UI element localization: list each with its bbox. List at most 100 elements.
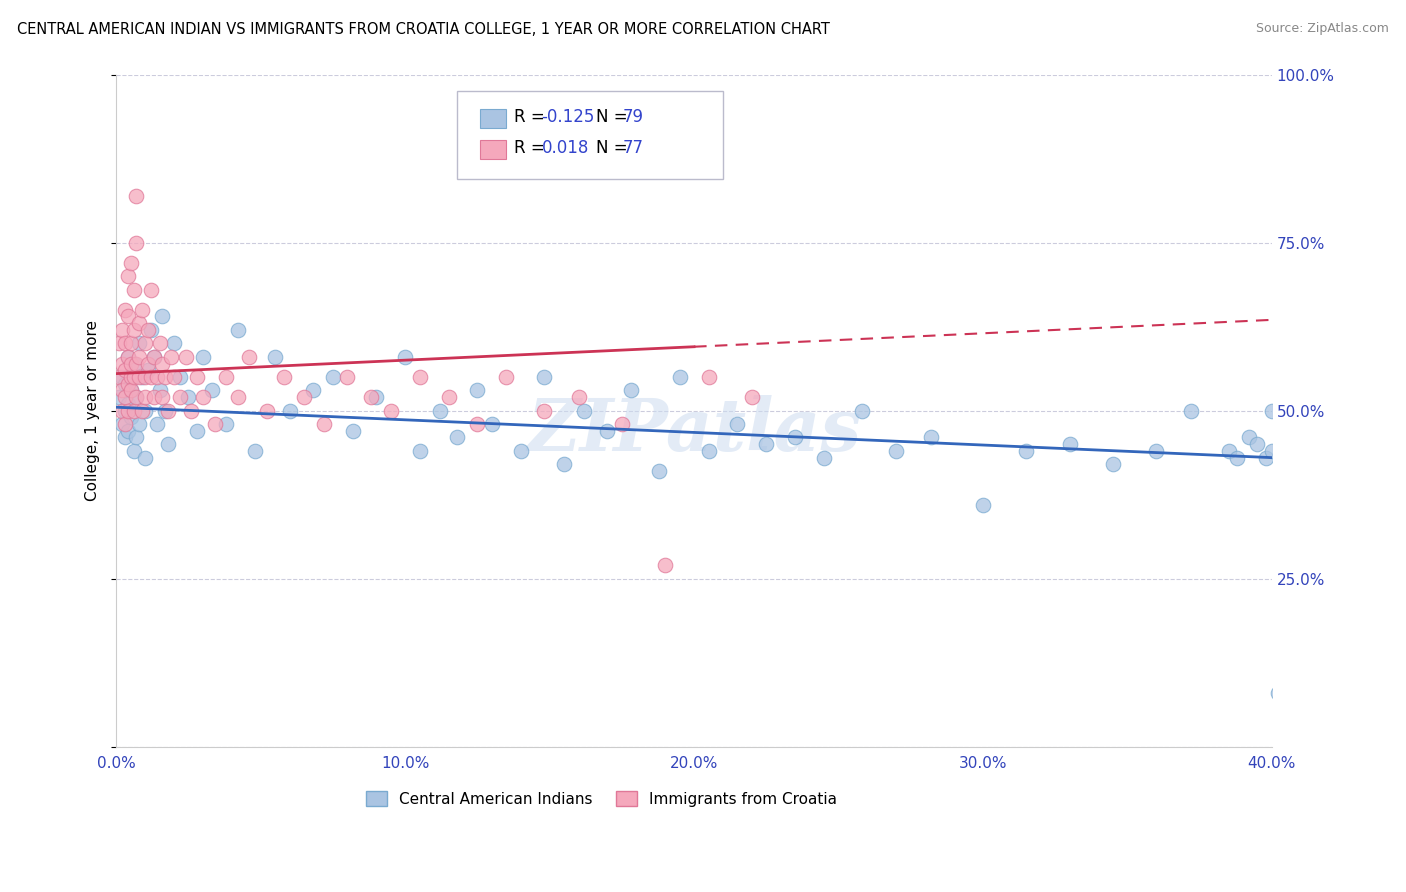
Point <box>114 363 136 377</box>
Point <box>122 403 145 417</box>
Point <box>697 370 720 384</box>
Point <box>1059 437 1081 451</box>
Point <box>785 430 807 444</box>
Point <box>238 350 260 364</box>
Point <box>322 370 344 384</box>
Point <box>336 370 359 384</box>
Point <box>136 357 159 371</box>
Point <box>157 403 180 417</box>
Point <box>191 390 214 404</box>
Point <box>186 370 208 384</box>
Point <box>114 403 136 417</box>
Point <box>157 437 180 451</box>
Point <box>111 417 134 431</box>
Point <box>125 188 148 202</box>
Point <box>215 370 238 384</box>
Point <box>169 370 191 384</box>
Point <box>567 390 589 404</box>
Point <box>128 350 150 364</box>
Point <box>292 390 315 404</box>
Point <box>481 417 503 431</box>
Point <box>108 390 131 404</box>
Point <box>1267 686 1289 700</box>
Point <box>1256 450 1278 465</box>
Point <box>204 417 226 431</box>
Point <box>226 390 249 404</box>
Point <box>117 397 139 411</box>
Point <box>125 390 148 404</box>
Point <box>174 350 197 364</box>
Point <box>125 430 148 444</box>
Point <box>114 302 136 317</box>
Point <box>120 357 142 371</box>
Point <box>467 384 489 398</box>
Point <box>163 336 186 351</box>
Text: 79: 79 <box>623 108 644 126</box>
Point <box>920 430 942 444</box>
Point <box>467 417 489 431</box>
Point <box>114 376 136 391</box>
Point <box>122 357 145 371</box>
Point <box>446 430 468 444</box>
Point <box>360 390 382 404</box>
Point <box>533 370 555 384</box>
Point <box>314 417 336 431</box>
Point <box>128 336 150 351</box>
Point <box>155 370 177 384</box>
Point <box>120 370 142 384</box>
FancyBboxPatch shape <box>481 110 506 128</box>
Point <box>273 370 295 384</box>
Point <box>226 323 249 337</box>
Point <box>668 370 690 384</box>
Point <box>509 444 531 458</box>
Point <box>256 403 278 417</box>
Point <box>117 350 139 364</box>
Text: N =: N = <box>596 139 633 157</box>
Point <box>131 302 153 317</box>
Point <box>813 450 835 465</box>
Point <box>125 235 148 250</box>
Point <box>122 444 145 458</box>
Point <box>408 444 430 458</box>
Point <box>654 558 676 573</box>
Text: R =: R = <box>513 108 550 126</box>
Point <box>366 390 388 404</box>
Point <box>1015 444 1038 458</box>
Point <box>429 403 451 417</box>
Point <box>142 390 165 404</box>
Point <box>152 357 174 371</box>
Point <box>380 403 402 417</box>
Y-axis label: College, 1 year or more: College, 1 year or more <box>86 320 100 501</box>
Point <box>610 417 633 431</box>
Point <box>155 403 177 417</box>
Point <box>125 357 148 371</box>
Point <box>111 357 134 371</box>
Point <box>108 336 131 351</box>
Text: Source: ZipAtlas.com: Source: ZipAtlas.com <box>1256 22 1389 36</box>
Point <box>1246 437 1268 451</box>
Text: -0.125: -0.125 <box>541 108 595 126</box>
Point <box>134 370 156 384</box>
Point <box>145 370 167 384</box>
Point <box>114 390 136 404</box>
Point <box>596 424 619 438</box>
Point <box>1261 444 1284 458</box>
Point <box>1226 450 1249 465</box>
Point <box>120 384 142 398</box>
Point <box>108 370 131 384</box>
Point <box>264 350 287 364</box>
Point <box>136 323 159 337</box>
Point <box>697 444 720 458</box>
Point <box>152 390 174 404</box>
Point <box>120 336 142 351</box>
Point <box>163 370 186 384</box>
Point <box>134 403 156 417</box>
Point <box>301 384 323 398</box>
FancyBboxPatch shape <box>457 91 723 178</box>
Point <box>134 450 156 465</box>
Point <box>142 350 165 364</box>
Point <box>342 424 364 438</box>
Point <box>437 390 460 404</box>
Point <box>741 390 763 404</box>
Point <box>131 370 153 384</box>
